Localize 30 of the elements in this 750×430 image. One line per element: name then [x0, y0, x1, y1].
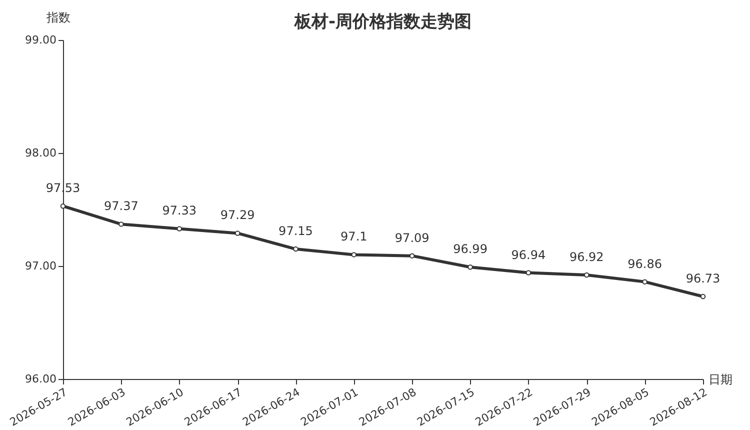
data-label: 96.86 — [628, 256, 662, 271]
chart-title: 板材-周价格指数走势图 — [293, 12, 472, 32]
data-label: 97.15 — [278, 224, 313, 238]
data-label: 97.1 — [340, 230, 368, 244]
point — [176, 226, 182, 232]
data-label: 96.92 — [569, 250, 604, 264]
point — [351, 252, 357, 258]
data-label: 97.33 — [162, 204, 197, 218]
point — [584, 272, 590, 278]
y-axis-title: 指数 — [46, 10, 70, 24]
y-tick-label: 97.00 — [25, 260, 56, 272]
point — [526, 270, 532, 276]
point — [118, 222, 124, 227]
point — [60, 203, 66, 209]
point — [700, 294, 706, 300]
data-label: 97.29 — [220, 208, 255, 222]
data-label: 96.73 — [686, 272, 720, 286]
point — [293, 246, 298, 252]
data-label: 96.94 — [511, 248, 546, 262]
point — [642, 279, 648, 284]
y-tick-label: 98.00 — [25, 146, 56, 160]
data-label: 96.99 — [453, 242, 488, 256]
point — [409, 253, 415, 258]
data-label: 97.37 — [104, 199, 138, 214]
y-tick-label: 96.00 — [25, 372, 56, 386]
x-axis-title: 日期 — [708, 372, 732, 386]
point — [468, 264, 473, 270]
y-tick-label: 99.00 — [25, 34, 56, 46]
data-label: 97.09 — [394, 230, 430, 245]
point — [234, 230, 240, 236]
